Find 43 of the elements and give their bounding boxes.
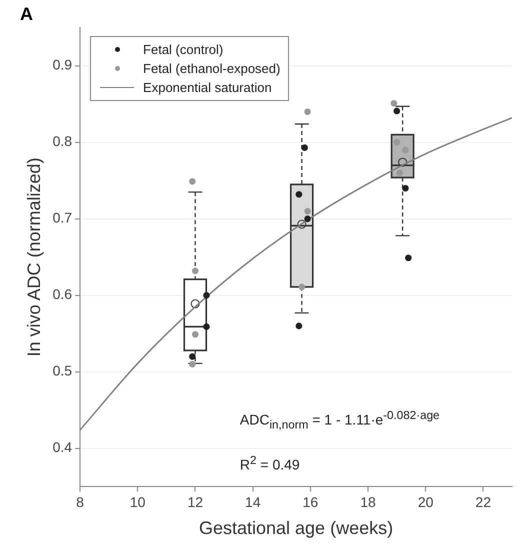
y-tick-label: 0.4 [52,439,72,456]
y-axis-title: In vivo ADC (normalized) [24,158,44,357]
point [296,191,302,198]
legend-label: Exponential saturation [143,80,272,95]
x-axis-title: Gestational age (weeks) [198,518,394,538]
legend-label: Fetal (ethanol-exposed) [143,60,280,76]
point [405,254,412,262]
point [396,170,403,176]
point [402,184,409,192]
point [296,322,302,330]
x-tick-label: 8 [76,494,84,510]
chart-title: A [20,4,33,24]
y-tick-label: 0.8 [52,133,72,150]
x-tick-label: 12 [187,494,204,510]
y-tick-label: 0.7 [52,210,72,226]
x-tick-label: 14 [245,494,261,510]
x-tick-label: 10 [130,494,146,510]
point [390,100,398,107]
point [301,144,308,152]
point [192,268,199,274]
x-tick-label: 16 [302,494,318,510]
x-tick-label: 20 [418,494,434,510]
point [189,178,196,185]
legend-label: Fetal (control) [143,42,224,57]
y-tick-label: 0.5 [52,362,72,379]
x-tick-label: 18 [360,494,376,510]
point [394,108,400,114]
y-tick-label: 0.9 [52,56,72,73]
y-tick-label: 0.6 [52,286,72,302]
point [189,360,196,368]
annotation: R$^{2}$ = 0.49 [240,454,300,474]
point [304,216,311,222]
point [192,331,199,338]
annotation: ADC$_{in,norm}$ = 1 - 1.11·e$^{-0.082·age}$ [240,408,440,432]
point [298,284,306,290]
point [203,292,210,299]
point [189,353,196,360]
point [402,146,409,154]
point [304,108,311,116]
point [394,139,400,146]
point [203,323,210,330]
x-tick-label: 22 [475,494,492,510]
point [304,208,311,214]
